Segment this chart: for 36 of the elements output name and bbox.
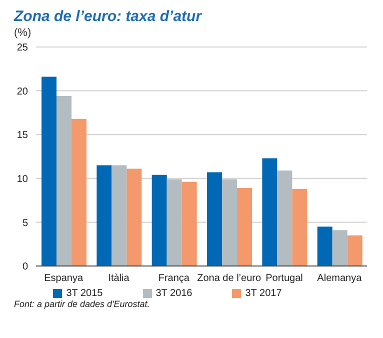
legend-label: 3T 2016 <box>156 288 192 299</box>
bar <box>277 170 292 266</box>
bar <box>56 96 72 266</box>
bar <box>292 188 308 266</box>
bar <box>166 179 182 266</box>
x-tick-label: Portugal <box>266 273 303 284</box>
x-tick-label: França <box>158 273 190 284</box>
y-tick-label: 25 <box>16 42 28 54</box>
bar <box>126 168 142 266</box>
bar <box>262 158 278 266</box>
y-tick-label: 20 <box>16 86 28 98</box>
y-tick-label: 0 <box>22 262 28 273</box>
legend-label: 3T 2015 <box>66 288 103 299</box>
y-tick-label: 10 <box>16 174 28 185</box>
text: Font: a partir de dades d'Eurostat. <box>14 299 151 309</box>
bar <box>42 76 57 266</box>
x-tick-label: Itàlia <box>108 273 130 284</box>
bar <box>317 226 332 266</box>
bar <box>182 182 197 266</box>
x-tick-label: Espanya <box>44 273 84 284</box>
x-tick-label: Zona de l’euro <box>197 273 262 284</box>
bar <box>112 165 127 266</box>
bar <box>332 230 348 266</box>
y-tick-label: 15 <box>16 130 28 142</box>
bar <box>222 179 238 266</box>
legend-label: 3T 2017 <box>245 288 282 299</box>
y-axis-title: (%) <box>14 27 32 39</box>
x-tick-label: Alemanya <box>317 273 362 284</box>
y-tick-label: 5 <box>22 218 28 229</box>
bar <box>207 172 222 266</box>
bar <box>96 165 112 266</box>
bar <box>347 235 362 266</box>
bar <box>72 118 87 266</box>
bar <box>152 174 167 266</box>
bar <box>237 188 252 266</box>
chart-title: Zona de l’euro: taxa d’atur <box>14 8 204 25</box>
